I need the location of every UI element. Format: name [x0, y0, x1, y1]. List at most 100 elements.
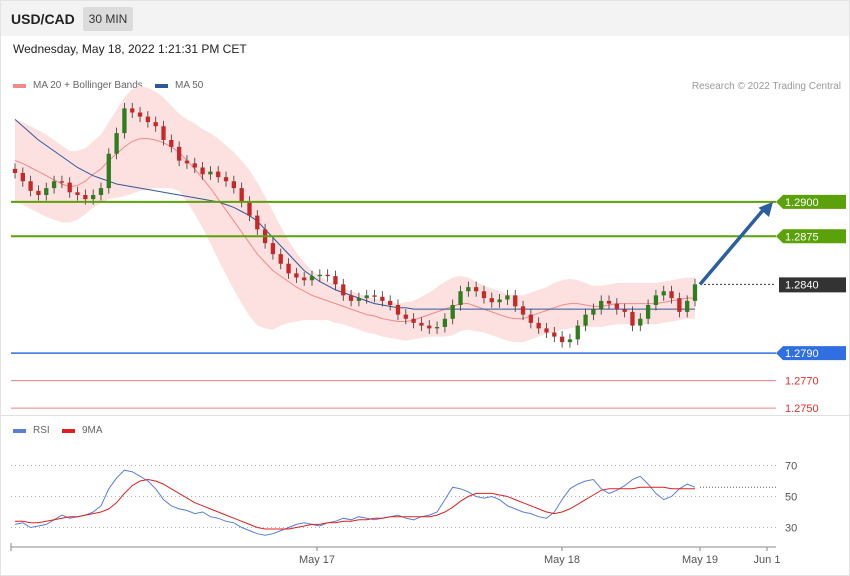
candle-body	[286, 263, 291, 274]
candle-body	[239, 188, 244, 202]
candle	[341, 278, 346, 301]
candle	[145, 111, 151, 128]
candle-body	[575, 325, 580, 340]
candle	[419, 317, 424, 332]
candle-body	[231, 181, 236, 189]
candle-body	[544, 328, 549, 333]
rsi-label: RSI	[33, 425, 50, 436]
candle-body	[270, 243, 276, 255]
candle-body	[450, 305, 455, 319]
candle	[372, 289, 377, 303]
candle-body	[474, 287, 479, 292]
credit-text: Research © 2022 Trading Central	[691, 81, 841, 92]
candle	[176, 141, 182, 167]
resistance-tag	[776, 194, 846, 209]
candle-body	[294, 273, 299, 278]
candle	[544, 322, 549, 338]
candle-body	[653, 295, 659, 305]
candle	[106, 148, 111, 194]
legend-9ma: 9MA	[62, 425, 103, 436]
candle	[427, 320, 432, 334]
candle-body	[692, 284, 698, 301]
candle	[12, 163, 18, 179]
candle-body	[419, 322, 424, 326]
candle-body	[122, 108, 127, 134]
pivot-label: 1.2790	[785, 348, 819, 360]
candle-body	[302, 277, 307, 281]
candle	[606, 295, 612, 310]
candle	[325, 269, 330, 282]
candle	[575, 320, 580, 345]
candle-body	[677, 298, 682, 312]
candle	[497, 294, 502, 308]
ma20-swatch	[13, 83, 26, 88]
candle-body	[255, 215, 260, 230]
symbol-title: USD/CAD	[11, 11, 75, 27]
rsi-chart: 70 50 30 May 17 May 18 May 19 Jun 1	[10, 461, 797, 566]
candle-body	[169, 140, 174, 147]
candle-body	[669, 291, 674, 299]
candle	[474, 281, 479, 297]
candle-body	[114, 133, 119, 154]
candle-body	[278, 254, 283, 264]
candle	[489, 292, 494, 308]
candle	[380, 291, 385, 307]
candle-body	[325, 274, 330, 277]
ma50-line	[14, 119, 695, 310]
candle-body	[341, 284, 346, 296]
candle	[294, 267, 299, 283]
candle	[169, 134, 174, 153]
ma20-label: MA 20 + Bollinger Bands	[33, 80, 143, 91]
candle-body	[184, 160, 190, 164]
ma20-line	[14, 138, 695, 322]
timestamp: Wednesday, May 18, 2022 1:21:31 PM CET	[13, 42, 247, 56]
candle-body	[583, 314, 588, 326]
candle-body	[528, 314, 534, 323]
candle	[403, 309, 408, 325]
candle-body	[380, 296, 385, 301]
candle	[348, 289, 354, 307]
candle	[356, 292, 362, 307]
candle-body	[83, 195, 88, 200]
candle-body	[91, 195, 96, 200]
timeframe-button[interactable]: 30 MIN	[83, 7, 133, 31]
candle	[614, 298, 619, 315]
bollinger-band	[15, 86, 695, 343]
candle-body	[348, 295, 354, 301]
candle-body	[685, 300, 690, 312]
candle	[591, 303, 596, 321]
candle	[653, 289, 659, 311]
rsi-level-label: 30	[785, 523, 797, 535]
candle-body	[606, 300, 612, 304]
candle-body	[364, 295, 369, 299]
candle	[645, 299, 651, 325]
candle-body	[630, 311, 635, 326]
candle-body	[434, 327, 440, 329]
candle	[130, 102, 135, 118]
candle	[302, 272, 307, 286]
candle-body	[12, 168, 18, 173]
candle	[333, 270, 338, 290]
candle	[114, 127, 119, 160]
candle-body	[559, 336, 565, 343]
candle	[153, 116, 158, 132]
candle	[567, 333, 573, 348]
candle	[200, 162, 205, 180]
candle-body	[552, 332, 557, 337]
candle	[364, 289, 369, 304]
candle	[395, 299, 401, 321]
candle	[669, 285, 674, 304]
candle	[411, 313, 416, 329]
current-price-label: 1.2840	[785, 279, 819, 291]
candle	[661, 285, 666, 301]
candle	[270, 237, 276, 260]
candle-body	[489, 298, 494, 303]
candle-body	[208, 171, 213, 175]
candle-body	[309, 276, 315, 281]
candle-body	[223, 177, 229, 182]
candle	[528, 309, 534, 329]
candle-body	[59, 181, 65, 183]
candle-body	[176, 146, 182, 161]
candle-body	[153, 122, 158, 127]
candle	[75, 186, 80, 201]
